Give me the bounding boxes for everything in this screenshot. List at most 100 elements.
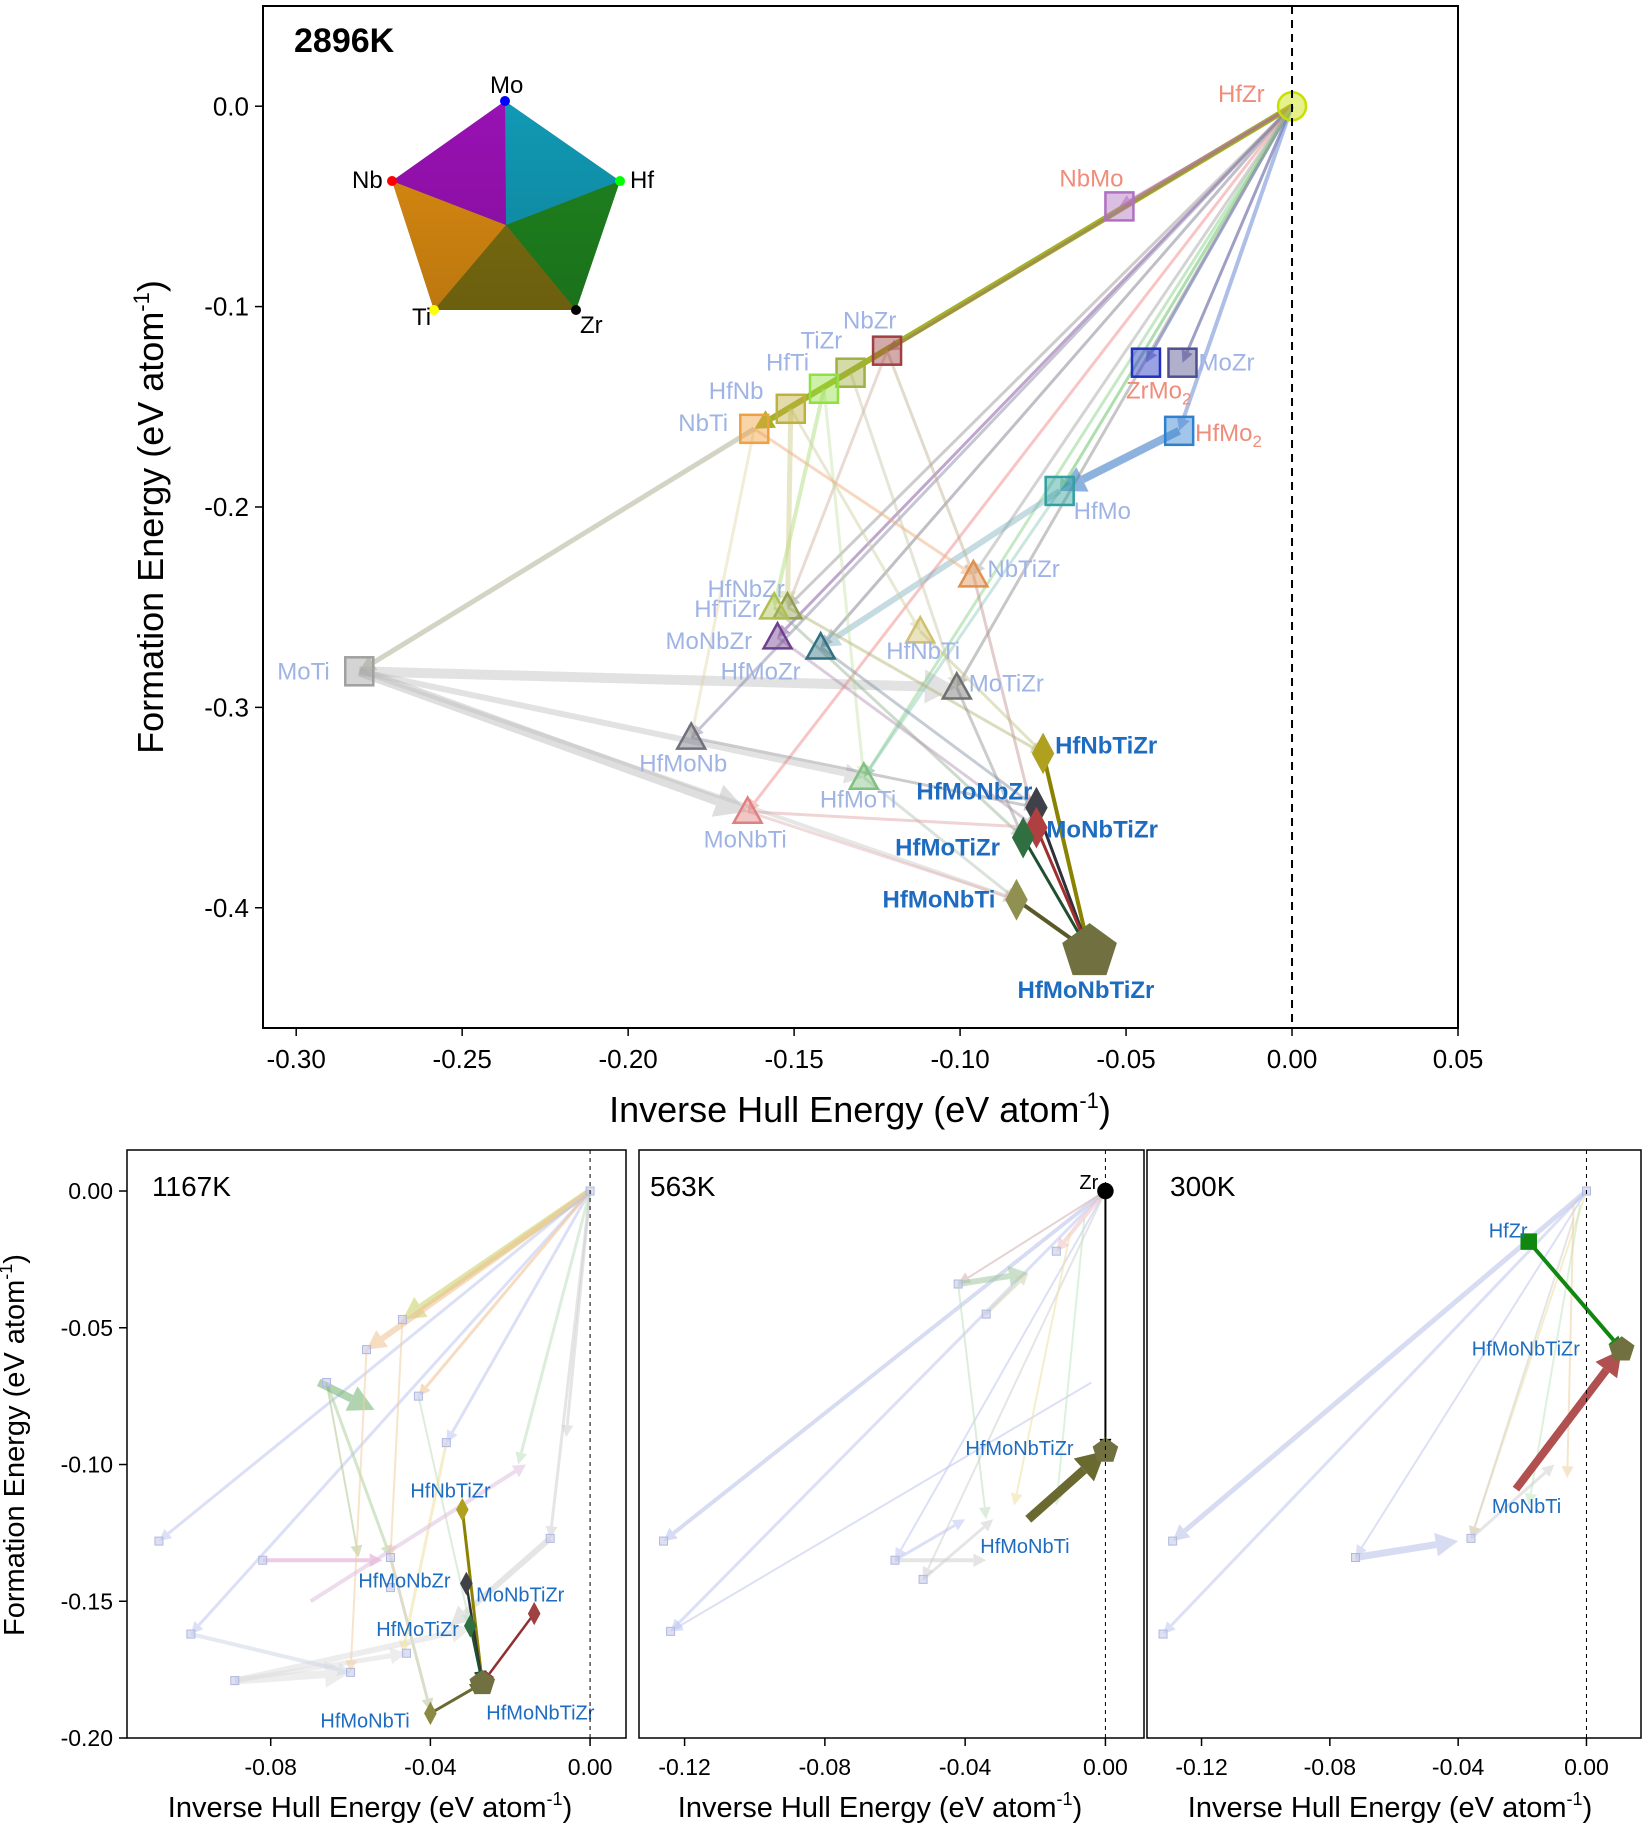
main-label-hfzr: HfZr	[1218, 81, 1265, 108]
main-point-hfti	[810, 375, 838, 403]
main-arrow-hfzr-to-mozr	[1182, 106, 1292, 363]
composition-legend: Mo Hf Zr Ti Nb	[352, 72, 654, 339]
p1167-x-axis-label-text: Inverse Hull Energy (eV atom	[168, 1792, 547, 1824]
main-label-nbmo: NbMo	[1059, 165, 1123, 192]
main-x-axis-label-text: Inverse Hull Energy (eV atom	[609, 1089, 1079, 1130]
p563-x-axis-label-text: Inverse Hull Energy (eV atom	[678, 1792, 1057, 1824]
main-point-hfnbtizr	[1033, 735, 1053, 771]
p300-ghost-point	[1352, 1553, 1360, 1561]
p300-xtick-label: -0.04	[1432, 1754, 1485, 1780]
main-label-zrmo2-sub: 2	[1182, 390, 1191, 409]
p1167-panel-title: 1167K	[152, 1171, 231, 1202]
main-label-hfmo2-base: HfMo	[1195, 420, 1252, 447]
p563-xtick-label: 0.00	[1083, 1754, 1128, 1780]
main-xtick-label: -0.10	[930, 1044, 989, 1074]
main-arrow-hfzr-to-monbti	[748, 106, 1292, 811]
p1167-xtick-label: -0.08	[244, 1754, 296, 1780]
p300-ghost-arrow	[1469, 1218, 1574, 1538]
p1167-arrow-monbtizr-to-hfmonbtizr	[482, 1614, 534, 1684]
main-point-tizr	[837, 359, 865, 387]
p563-label-hfmonbti: HfMoNbTi	[980, 1536, 1069, 1558]
main-axes-layer: -0.30 -0.25 -0.20 -0.15 -0.10 -0.05 0.00 0.050.…	[204, 6, 1483, 1074]
p563-ghost-point	[954, 1280, 962, 1288]
p563-ghost-arrow	[895, 1191, 1105, 1560]
main-arrow-hfzr-to-nbtizr	[973, 106, 1292, 575]
main-x-axis-label: Inverse Hull Energy (eV atom-1)	[609, 1088, 1111, 1130]
main-label-hfmonb: HfMoNb	[639, 750, 727, 777]
legend-vertex-hf	[615, 176, 625, 186]
p300-ghost-layer	[1159, 1187, 1590, 1638]
main-arrow-nbzr-to-nbtizr	[887, 351, 975, 575]
p300-ghost-point	[1467, 1534, 1475, 1542]
p300-ghost-arrow	[1356, 1533, 1459, 1558]
main-label-nbti: NbTi	[678, 410, 728, 437]
p300-ghost-point	[1169, 1537, 1177, 1545]
main-label-hfmonbtizr: HfMoNbTiZr	[1018, 977, 1155, 1004]
p1167-ghost-point	[259, 1556, 267, 1564]
main-point-zrmo2	[1132, 349, 1160, 377]
legend-label-nb: Nb	[352, 167, 383, 194]
main-label-monbti: MoNbTi	[704, 827, 787, 854]
p563-xtick-label: -0.04	[939, 1754, 992, 1780]
p563-ghost-point	[919, 1575, 927, 1583]
p300-x-axis-label-exp: -1	[1567, 1789, 1583, 1809]
p1167-ytick-label: -0.15	[61, 1588, 113, 1614]
p1167-y-axis-label-close: )	[0, 1254, 31, 1264]
p563-marks-layer: Zr HfMoNbTiZr HfMoNbTi	[965, 1172, 1116, 1558]
p1167-ghost-point	[187, 1630, 195, 1638]
p1167-ytick-label: -0.20	[61, 1725, 113, 1751]
main-ytick-label: -0.4	[204, 893, 249, 923]
p1167-label-hfnbtizr: HfNbTiZr	[410, 1481, 491, 1503]
p1167-y-axis-label-exp: -1	[0, 1264, 16, 1280]
p1167-ghost-arrow	[159, 1191, 590, 1541]
p300-axes-layer: -0.12 -0.08 -0.04 0.00	[1175, 1150, 1609, 1780]
p563-label-zr: Zr	[1079, 1172, 1098, 1194]
chart-1167k: HfNbTiZr HfMoNbZr MoNbTiZr HfMoTiZr HfMoNbTi…	[0, 1150, 626, 1824]
p300-ghost-point	[1159, 1630, 1167, 1638]
p1167-ghost-point	[386, 1553, 394, 1561]
p300-label-hfmonbtizr: HfMoNbTiZr	[1472, 1339, 1580, 1361]
main-label-hfnb: HfNb	[709, 378, 764, 405]
chart-300k: HfZr HfMoNbTiZr MoNbTi -0.12 -0.08 -0.04 0.00…	[1147, 1150, 1641, 1824]
p1167-label-hfmonbzr: HfMoNbZr	[358, 1570, 451, 1592]
p563-ghost-arrow	[664, 1191, 1106, 1541]
main-y-axis-label-text: Formation Energy (eV atom	[130, 312, 171, 754]
p1167-ytick-label: -0.05	[61, 1315, 113, 1341]
p563-ghost-arrow	[671, 1191, 1106, 1631]
p1167-ghost-point	[546, 1534, 554, 1542]
p1167-ghost-arrow	[191, 1191, 590, 1634]
p563-x-axis-label: Inverse Hull Energy (eV atom-1)	[678, 1789, 1082, 1824]
p1167-y-axis-label: Formation Energy (eV atom-1)	[0, 1254, 31, 1636]
p1167-ghost-point	[402, 1649, 410, 1657]
p563-ghost-layer	[660, 1187, 1110, 1635]
main-label-hfnbti: HfNbTi	[886, 638, 960, 665]
p1167-ghost-point	[347, 1668, 355, 1676]
p563-x-axis-label-exp: -1	[1057, 1789, 1073, 1809]
p563-panel-title: 563K	[650, 1171, 716, 1202]
p1167-ghost-point	[155, 1537, 163, 1545]
main-point-hfmo2	[1165, 417, 1193, 445]
p1167-ytick-label: 0.00	[68, 1178, 113, 1204]
main-arrow-motizr-to-hfmotizr	[957, 687, 1024, 837]
p563-ghost-point	[891, 1556, 899, 1564]
legend-label-hf: Hf	[630, 167, 654, 194]
main-label-hfmotizr: HfMoTiZr	[895, 835, 1000, 862]
main-ytick-label: -0.1	[204, 292, 249, 322]
main-label-hfmozr: HfMoZr	[721, 658, 801, 685]
main-label-motizr: MoTiZr	[969, 670, 1044, 697]
p300-arrow-hfzr-to-hfmonbtizr	[1529, 1242, 1622, 1350]
main-xtick-label: -0.20	[599, 1044, 658, 1074]
main-xtick-label: -0.30	[267, 1044, 326, 1074]
p300-label-monbti: MoNbTi	[1492, 1496, 1561, 1518]
p1167-point-hfmonbti	[425, 1704, 435, 1722]
main-y-axis-label-close: )	[130, 280, 171, 292]
p1167-ytick-label: -0.10	[61, 1452, 113, 1478]
p1167-label-hfmonbtizr: HfMoNbTiZr	[486, 1702, 594, 1724]
p300-xtick-label: -0.12	[1175, 1754, 1227, 1780]
main-panel-title: 2896K	[294, 22, 395, 60]
p563-label-hfmonbtizr: HfMoNbTiZr	[965, 1438, 1073, 1460]
main-point-hfmonbtizr	[1064, 925, 1116, 974]
main-point-mozr	[1168, 349, 1196, 377]
p300-xtick-label: 0.00	[1564, 1754, 1609, 1780]
main-label-nbtizr: NbTiZr	[987, 556, 1059, 583]
